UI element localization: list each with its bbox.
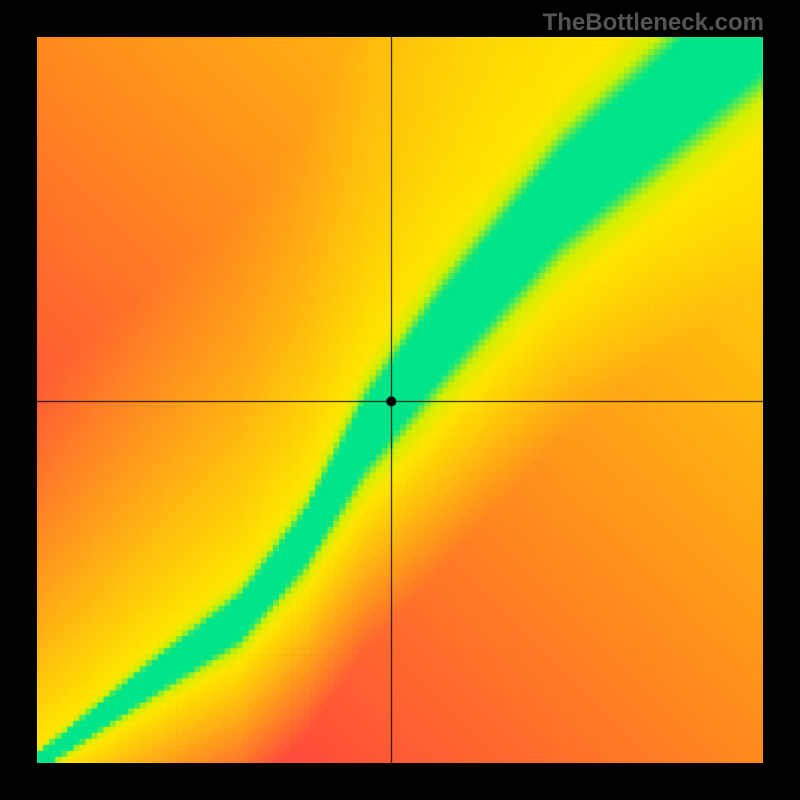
bottleneck-heatmap [37, 37, 763, 763]
chart-stage: TheBottleneck.com [0, 0, 800, 800]
watermark-text: TheBottleneck.com [543, 9, 764, 37]
